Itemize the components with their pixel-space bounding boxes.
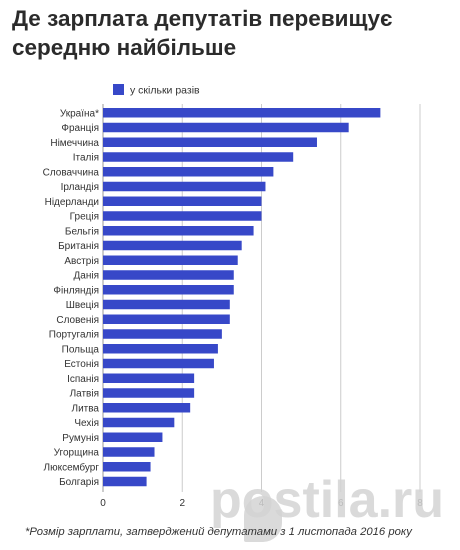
bar	[103, 108, 381, 118]
bar	[103, 344, 218, 354]
bar	[103, 196, 262, 206]
category-label: Португалія	[49, 330, 99, 341]
category-label: Нідерланди	[45, 197, 99, 208]
category-label: Австрія	[64, 256, 99, 267]
category-label: Франція	[61, 123, 99, 134]
chart-title: Де зарплата депутатів перевищує середню …	[12, 4, 452, 62]
category-label: Греція	[70, 212, 99, 223]
footnote: *Розмір зарплати, затверджений депутатам…	[25, 526, 412, 538]
category-label: Люксембург	[44, 461, 100, 473]
bar	[103, 152, 294, 162]
bar	[103, 403, 191, 413]
category-label: Данія	[74, 271, 100, 282]
category-label: Естонія	[64, 359, 99, 370]
category-label: Словенія	[56, 315, 99, 326]
bar	[103, 462, 151, 472]
category-label: Німеччина	[50, 138, 99, 149]
bar	[103, 314, 230, 324]
bar	[103, 417, 175, 428]
category-label: Бельгія	[65, 226, 99, 237]
category-label: Італія	[73, 153, 99, 164]
bars	[103, 108, 381, 487]
legend-swatch	[113, 84, 124, 95]
category-labels: Україна* Франція Німеччина Італія Словаччина…	[43, 108, 100, 488]
x-tick-label: 6	[338, 498, 344, 509]
category-label: Іспанія	[67, 374, 99, 385]
bar	[103, 329, 222, 339]
x-tick-labels: 0 2 4 6 8	[100, 498, 423, 509]
bar	[103, 358, 214, 369]
chart-title-line-1: Де зарплата депутатів перевищує	[12, 6, 393, 31]
bar	[103, 476, 147, 487]
category-label: Британія	[58, 241, 99, 252]
category-label: Литва	[72, 403, 100, 414]
bar	[103, 226, 254, 236]
bar	[103, 270, 234, 280]
bar	[103, 211, 262, 221]
bar	[103, 240, 242, 251]
bar	[103, 167, 274, 177]
category-label: Румунія	[62, 433, 99, 444]
bar-chart: у скільки разів Україна* Франція Німеччина…	[43, 84, 423, 509]
category-label: Швеція	[66, 300, 99, 311]
bar	[103, 181, 266, 192]
x-tick-label: 8	[417, 498, 423, 509]
bar	[103, 373, 195, 383]
category-label: Чехія	[74, 418, 99, 429]
bar	[103, 137, 317, 147]
chart-title-line-2: середню найбільше	[12, 35, 237, 60]
legend: у скільки разів	[113, 84, 200, 97]
bar	[103, 432, 163, 442]
category-label: Латвія	[70, 389, 99, 400]
category-label: Болгарія	[59, 477, 99, 488]
bar	[103, 299, 230, 310]
x-tick-label: 2	[179, 498, 185, 509]
category-label: Україна*	[60, 108, 99, 119]
bar	[103, 447, 155, 457]
category-label: Угорщина	[54, 448, 100, 459]
bar	[103, 285, 234, 295]
category-label: Польща	[62, 344, 100, 355]
bar	[103, 255, 238, 265]
category-label: Ірландія	[61, 182, 99, 193]
bar	[103, 388, 195, 398]
category-label: Словаччина	[43, 167, 100, 178]
x-tick-label: 4	[259, 498, 265, 509]
category-label: Фінляндія	[53, 285, 99, 296]
legend-label: у скільки разів	[130, 85, 200, 97]
x-tick-label: 0	[100, 498, 106, 509]
bar	[103, 122, 349, 133]
